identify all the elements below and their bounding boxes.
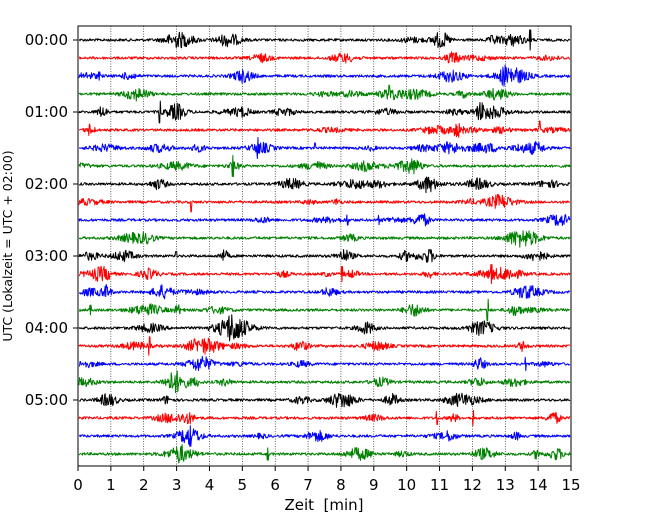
trace-15 (78, 283, 571, 300)
trace-16 (78, 298, 571, 322)
trace-11 (78, 213, 571, 227)
y-tick-label-03:00: 03:00 (25, 247, 68, 265)
y-tick-label-04:00: 04:00 (25, 319, 68, 337)
trace-19 (78, 355, 571, 372)
trace-17 (78, 314, 571, 342)
trace-23 (78, 425, 571, 447)
trace-5 (78, 100, 571, 124)
plot-frame (77, 25, 572, 467)
trace-2 (78, 51, 571, 64)
x-tick-label-1: 1 (106, 476, 116, 494)
x-tick-label-8: 8 (336, 476, 346, 494)
trace-8 (78, 154, 571, 178)
trace-13 (78, 249, 571, 263)
x-tick-label-3: 3 (172, 476, 182, 494)
trace-21 (78, 392, 571, 408)
x-axis-ticks: 0 1 2 3 4 5 6 7 8 9 10 11 12 13 14 15 (73, 466, 581, 494)
trace-3 (78, 64, 571, 87)
trace-6 (78, 120, 571, 138)
y-tick-label-00:00: 00:00 (25, 31, 68, 49)
trace-20 (78, 370, 571, 394)
x-tick-label-11: 11 (430, 476, 449, 494)
trace-4 (78, 84, 571, 102)
trace-9 (78, 176, 571, 194)
seismic-traces (78, 29, 571, 464)
trace-18 (78, 336, 571, 356)
y-axis-ticks: 00:00 01:00 02:00 03:00 04:00 05:00 (25, 31, 78, 409)
trace-14 (78, 263, 571, 285)
x-tick-label-14: 14 (529, 476, 548, 494)
x-tick-label-9: 9 (369, 476, 379, 494)
x-tick-label-10: 10 (397, 476, 416, 494)
trace-1 (78, 29, 571, 51)
y-axis-label: UTC (Lokalzeit = UTC + 02:00) (0, 150, 15, 341)
trace-12 (78, 230, 571, 248)
x-tick-label-7: 7 (303, 476, 313, 494)
trace-7 (78, 136, 571, 160)
x-axis-label: Zeit [min] (284, 496, 363, 514)
trace-24 (78, 444, 571, 464)
x-tick-label-5: 5 (238, 476, 248, 494)
x-tick-label-13: 13 (496, 476, 515, 494)
x-tick-label-0: 0 (73, 476, 83, 494)
x-tick-label-2: 2 (139, 476, 149, 494)
trace-10 (78, 194, 571, 213)
x-tick-label-15: 15 (561, 476, 580, 494)
y-tick-label-02:00: 02:00 (25, 175, 68, 193)
y-tick-label-01:00: 01:00 (25, 103, 68, 121)
trace-22 (78, 409, 571, 427)
x-tick-label-12: 12 (463, 476, 482, 494)
y-tick-label-05:00: 05:00 (25, 391, 68, 409)
x-tick-label-4: 4 (205, 476, 215, 494)
x-tick-label-6: 6 (270, 476, 280, 494)
